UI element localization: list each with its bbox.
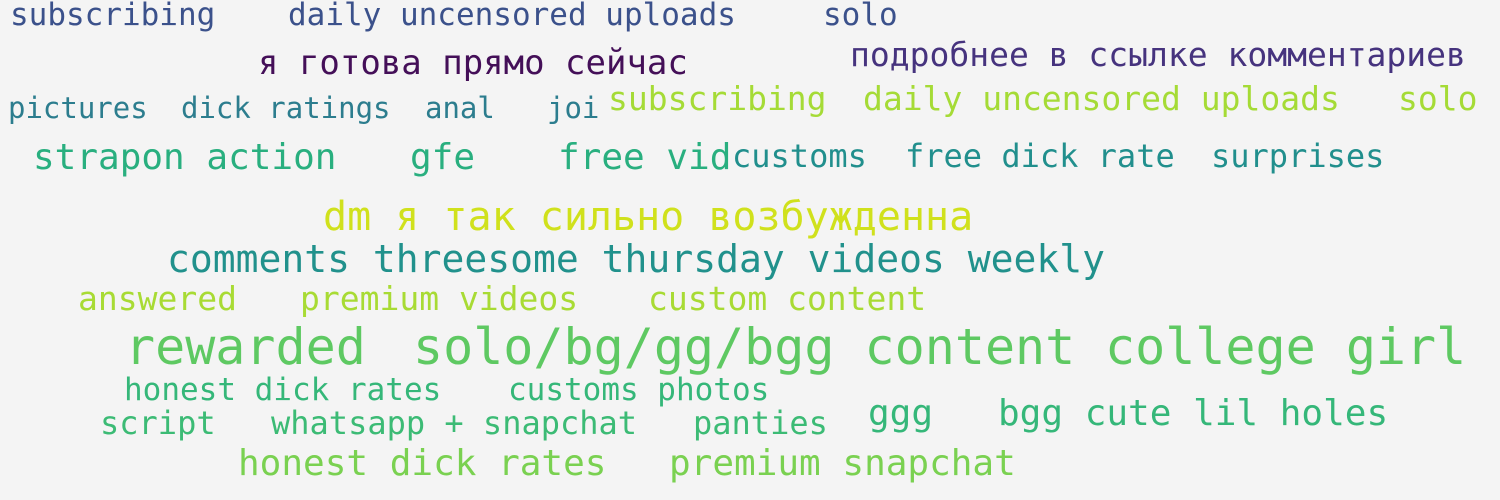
word-joi: joi xyxy=(547,91,600,125)
word-customs: customs xyxy=(732,137,867,175)
word-gfe: gfe xyxy=(410,137,476,178)
word-ya-gotova: я готова прямо сейчас xyxy=(258,43,688,83)
word-rewarded: rewarded xyxy=(125,318,366,376)
word-surprises: surprises xyxy=(1211,137,1385,175)
word-custom-content: custom content xyxy=(648,279,927,318)
word-whatsapp-snapchat: whatsapp + snapchat xyxy=(271,404,638,442)
word-customs-photos: customs photos xyxy=(508,372,770,408)
word-solo-1: solo xyxy=(823,0,898,33)
word-college-girl: college girl xyxy=(1105,318,1467,376)
word-daily-uncensored-uploads-2: daily uncensored uploads xyxy=(863,79,1340,118)
word-dick-ratings: dick ratings xyxy=(181,91,391,125)
word-comments-threesome: comments threesome thursday videos weekl… xyxy=(167,237,1105,281)
word-premium-snapchat: premium snapchat xyxy=(669,443,1016,484)
word-bgg-cute-lil-holes: bgg cute lil holes xyxy=(998,393,1389,434)
word-pictures: pictures xyxy=(8,91,148,125)
word-script: script xyxy=(100,404,216,442)
word-panties: panties xyxy=(693,404,828,442)
word-daily-uncensored-uploads-1: daily uncensored uploads xyxy=(288,0,736,33)
word-subscribing-1: subscribing xyxy=(10,0,216,33)
word-free-vid: free vid xyxy=(558,137,732,178)
word-solo-2: solo xyxy=(1398,79,1478,118)
word-dm-ya-tak: dm я так сильно возбужденна xyxy=(323,194,974,240)
word-honest-dick-rates-1: honest dick rates xyxy=(124,372,442,408)
word-podrobnee: подробнее в ссылке комментариев xyxy=(850,35,1466,74)
word-anal: anal xyxy=(425,91,495,125)
word-honest-dick-rates-2: honest dick rates xyxy=(238,443,607,484)
word-ggg: ggg xyxy=(868,393,934,434)
word-premium-videos: premium videos xyxy=(300,279,579,318)
word-strapon-action: strapon action xyxy=(33,137,337,178)
word-subscribing-2: subscribing xyxy=(608,79,827,118)
word-free-dick-rate: free dick rate xyxy=(905,137,1175,175)
word-solo-bg-gg-bgg: solo/bg/gg/bgg content xyxy=(413,318,1076,376)
word-answered: answered xyxy=(78,279,237,318)
